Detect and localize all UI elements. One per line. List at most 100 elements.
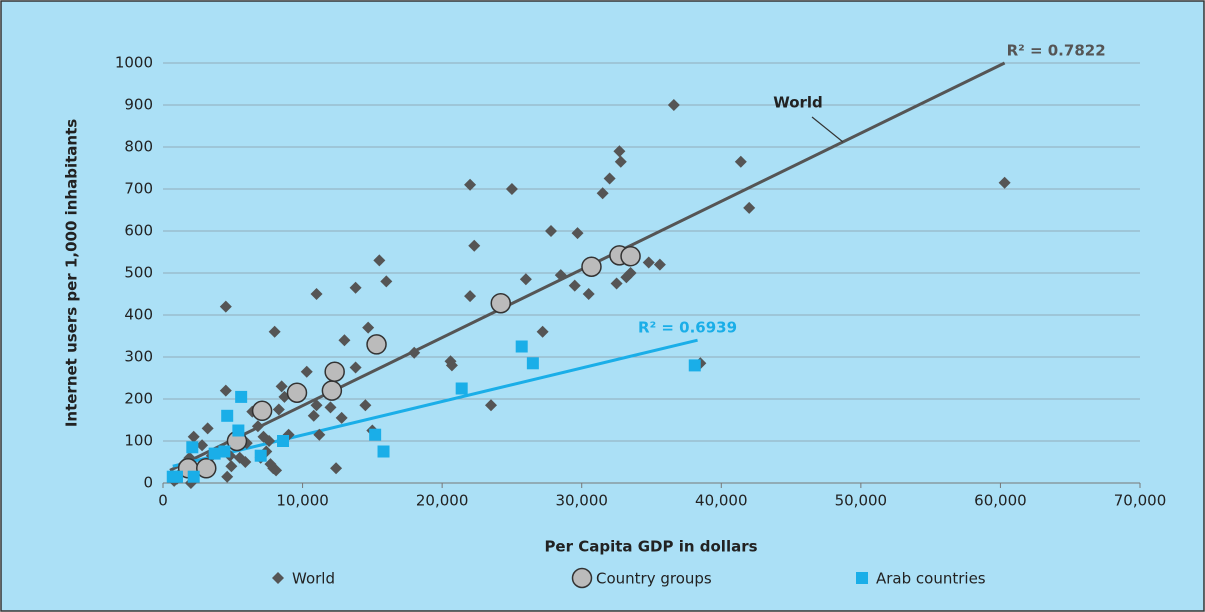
point-world (468, 239, 481, 252)
point-world (519, 273, 532, 286)
point-arab (277, 435, 290, 447)
point-country-group (620, 245, 641, 267)
point-world (359, 399, 372, 412)
point-world (571, 227, 584, 240)
point-world (275, 380, 288, 393)
point-country-group (251, 400, 273, 422)
r-squared-label: R² = 0.6939 (638, 319, 737, 337)
point-world (330, 462, 343, 475)
legend-label: Arab countries (876, 570, 986, 588)
point-arab (377, 445, 390, 458)
x-tick-label: 0 (158, 492, 168, 510)
x-tick-label: 10,000 (276, 492, 329, 510)
point-arab (218, 445, 231, 458)
y-tick-label: 600 (124, 222, 153, 240)
point-world (484, 399, 497, 412)
point-arab (232, 424, 245, 437)
point-country-group (324, 361, 345, 382)
point-world (225, 460, 238, 473)
y-tick-label: 700 (124, 180, 153, 198)
x-tick-label: 40,000 (695, 492, 748, 510)
legend-marker (571, 567, 593, 589)
point-world (324, 401, 337, 414)
y-tick-label: 200 (124, 390, 153, 408)
point-world (603, 172, 616, 185)
legend-marker (856, 572, 868, 584)
point-arab (221, 409, 234, 422)
point-world (642, 256, 655, 269)
point-world (307, 409, 320, 422)
legend-label: Country groups (596, 570, 712, 588)
point-world (743, 201, 756, 214)
x-axis-label: Per Capita GDP in dollars (544, 538, 757, 556)
point-country-group (196, 458, 217, 479)
point-world (233, 451, 246, 464)
point-world (610, 277, 623, 290)
point-world (582, 288, 595, 300)
point-world (545, 225, 558, 237)
point-world (264, 458, 277, 471)
point-arab (170, 470, 183, 483)
point-country-group (581, 256, 602, 277)
point-world (554, 269, 567, 282)
point-world (300, 365, 313, 378)
point-world (445, 359, 458, 372)
trendline (172, 338, 698, 468)
point-country-group (286, 382, 308, 403)
point-arab (186, 441, 199, 454)
point-country-group (490, 292, 512, 314)
point-arab (688, 359, 701, 372)
point-world (373, 254, 386, 267)
x-tick-label: 70,000 (1114, 492, 1167, 510)
point-world (734, 155, 747, 168)
y-tick-label: 100 (124, 432, 153, 450)
y-tick-label: 900 (124, 96, 153, 114)
point-country-group (366, 334, 387, 355)
point-world (362, 321, 375, 334)
point-arab (515, 340, 528, 353)
y-tick-label: 800 (124, 138, 153, 156)
point-world (310, 399, 323, 412)
point-world (998, 176, 1011, 189)
point-world (263, 435, 276, 447)
point-world (613, 145, 626, 158)
point-world (219, 384, 232, 397)
y-tick-label: 1000 (115, 54, 153, 72)
point-world (667, 99, 680, 111)
r-squared-label: R² = 0.7822 (1007, 42, 1106, 60)
point-world (614, 155, 627, 168)
point-arab (208, 447, 221, 460)
x-tick-label: 50,000 (835, 492, 888, 510)
point-world (187, 430, 200, 443)
point-world (349, 361, 362, 374)
point-world (349, 281, 362, 294)
point-world (620, 271, 633, 284)
point-world (464, 290, 477, 303)
point-world (251, 420, 264, 433)
point-world (196, 439, 209, 452)
x-tick-label: 20,000 (416, 492, 469, 510)
point-world (313, 428, 326, 441)
point-world (536, 325, 549, 338)
y-tick-label: 400 (124, 306, 153, 324)
point-world (380, 275, 393, 288)
annotation-leader (811, 116, 844, 143)
point-world (653, 258, 666, 271)
point-world (505, 183, 518, 195)
point-world (219, 300, 232, 313)
legend-label: World (292, 570, 335, 588)
annotation: World (773, 94, 823, 112)
y-axis-label: Internet users per 1,000 inhabitants (63, 119, 81, 427)
point-country-group (321, 380, 343, 401)
y-tick-label: 300 (124, 348, 153, 366)
point-world (335, 411, 348, 424)
point-arab (187, 470, 200, 483)
point-world (268, 325, 281, 338)
point-arab (455, 382, 468, 395)
y-tick-label: 500 (124, 264, 153, 282)
y-tick-label: 0 (143, 474, 153, 492)
point-arab (235, 390, 248, 403)
point-arab (254, 449, 267, 462)
